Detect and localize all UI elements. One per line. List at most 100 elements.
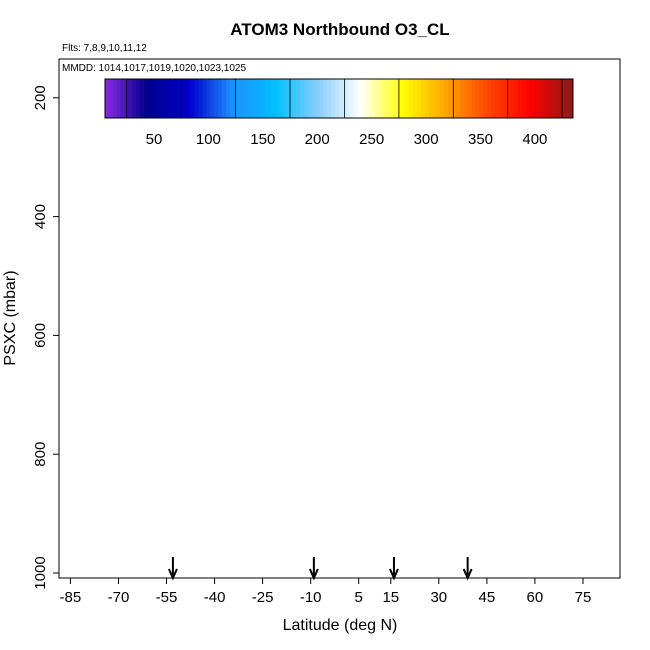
x-tick-label: -10 — [300, 589, 322, 606]
colorbar-segment — [522, 79, 527, 118]
colorbar-segment — [307, 79, 313, 118]
colorbar-segment — [120, 79, 125, 118]
colorbar-segment — [471, 79, 476, 118]
colorbar-segment — [225, 79, 231, 118]
colorbar-segment — [401, 79, 406, 118]
colorbar-segment — [389, 79, 395, 118]
colorbar-segment — [413, 79, 418, 118]
colorbar-tick-label: 150 — [250, 131, 275, 148]
colorbar-segment — [272, 79, 278, 118]
colorbar-segment — [249, 79, 254, 118]
colorbar-segment — [448, 79, 453, 118]
profile-path — [81, 85, 592, 562]
colorbar-tick-label: 350 — [468, 131, 493, 148]
colorbar-segment — [346, 79, 352, 118]
x-tick-label: -55 — [156, 589, 178, 606]
colorbar-segment — [183, 79, 188, 118]
flights-subtitle: Flts: 7,8,9,10,11,12 — [62, 43, 147, 54]
colorbar-segment — [374, 79, 379, 118]
colorbar-segment — [358, 79, 363, 118]
colorbar-segment — [276, 79, 281, 118]
colorbar-segment — [194, 79, 200, 118]
colorbar-segment — [112, 79, 118, 118]
colorbar-segment — [557, 79, 562, 118]
colorbar-segment — [237, 79, 242, 118]
colorbar-segment — [319, 79, 324, 118]
colorbar-segment — [405, 79, 410, 118]
colorbar-segment — [553, 79, 558, 118]
colorbar-tick-label: 300 — [414, 131, 439, 148]
colorbar-segment — [475, 79, 480, 118]
colorbar-segment — [144, 79, 149, 118]
colorbar-segment — [432, 79, 437, 118]
colorbar-segment — [296, 79, 301, 118]
colorbar-segment — [218, 79, 223, 118]
colorbar-segment — [530, 79, 535, 118]
y-axis: 200 400 600 800 1000 — [32, 85, 59, 590]
colorbar-tick-label: 200 — [305, 131, 330, 148]
x-tick-label: -25 — [252, 589, 274, 606]
colorbar-segment — [370, 79, 375, 118]
colorbar-segment — [202, 79, 207, 118]
colorbar-segment — [510, 79, 515, 118]
colorbar-segment — [393, 79, 398, 118]
colorbar-segment — [561, 79, 566, 118]
colorbar-segment — [284, 79, 289, 118]
colorbar-segment — [385, 79, 391, 118]
colorbar-segment — [506, 79, 512, 118]
colorbar-tick-label: 100 — [196, 131, 221, 148]
y-tick-label: 400 — [32, 204, 49, 229]
colorbar-segment — [151, 79, 157, 118]
x-axis-label: Latitude (deg N) — [283, 617, 398, 634]
colorbar-segment — [409, 79, 414, 118]
flight-profiles-layer — [81, 85, 592, 562]
x-tick-label: 60 — [527, 589, 544, 606]
colorbar-segment — [229, 79, 235, 118]
colorbar-segment — [459, 79, 465, 118]
colorbar-segment — [210, 79, 215, 118]
y-tick-label: 800 — [32, 442, 49, 467]
colorbar-segment — [569, 79, 574, 118]
colorbar-segment — [323, 79, 328, 118]
colorbar-segment — [159, 79, 164, 118]
plot-frame — [58, 58, 621, 579]
colorbar-segment — [417, 79, 422, 118]
colorbar-segment — [537, 79, 543, 118]
colorbar-segment — [311, 79, 317, 118]
colorbar-segment — [498, 79, 504, 118]
colorbar-segment — [335, 79, 340, 118]
colorbar-segment — [292, 79, 297, 118]
x-tick-label: -85 — [60, 589, 82, 606]
colorbar-segment — [147, 79, 153, 118]
colorbar-segment — [483, 79, 488, 118]
colorbar-segment — [495, 79, 500, 118]
colorbar-segment — [378, 79, 383, 118]
colorbar-segment — [214, 79, 219, 118]
colorbar-segment — [206, 79, 211, 118]
colorbar-segment — [514, 79, 519, 118]
colorbar-segment — [502, 79, 508, 118]
colorbar-segment — [420, 79, 426, 118]
colorbar-segment — [245, 79, 250, 118]
colorbar-segment — [190, 79, 196, 118]
colorbar-segment — [136, 79, 141, 118]
colorbar-segment — [565, 79, 570, 118]
colorbar-segment — [440, 79, 445, 118]
colorbar-segment — [331, 79, 336, 118]
colorbar-segment — [241, 79, 246, 118]
colorbar-tick-label: 50 — [146, 131, 163, 148]
colorbar-segment — [424, 79, 430, 118]
x-axis: -85 -70 -55 -40 -25 -10 5 15 30 45 60 75 — [60, 578, 591, 606]
colorbar-segment — [463, 79, 469, 118]
x-tick-label: 30 — [430, 589, 447, 606]
colorbar-segment — [456, 79, 461, 118]
colorbar-segment — [354, 79, 359, 118]
colorbar-segment — [362, 79, 367, 118]
colorbar-segment — [315, 79, 320, 118]
colorbar-segment — [163, 79, 168, 118]
colorbar-segment — [381, 79, 387, 118]
x-tick-label: 45 — [479, 589, 496, 606]
chart-title: ATOM3 Northbound O3_CL — [230, 20, 449, 39]
descent-arrows-layer — [168, 557, 473, 581]
